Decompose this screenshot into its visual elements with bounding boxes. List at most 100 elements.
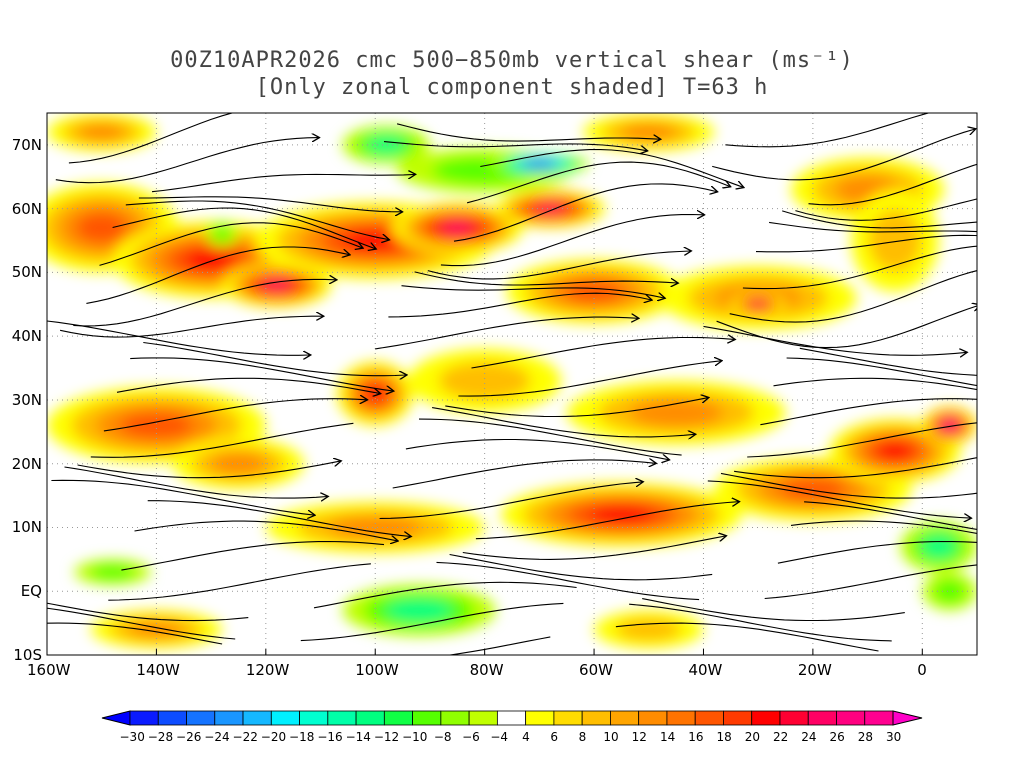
colorbar-swatch <box>836 710 866 726</box>
shear-contour-fill <box>328 516 423 539</box>
streamline <box>103 399 367 432</box>
colorbar-swatch <box>496 710 527 726</box>
streamline <box>99 222 363 266</box>
streamline <box>436 561 700 601</box>
lat-lon-grid <box>47 113 977 655</box>
streamline <box>440 215 704 267</box>
streamline <box>77 461 341 479</box>
colorbar-label: 18 <box>716 730 732 744</box>
shear-contour-fill <box>210 452 267 475</box>
shear-contour-fill <box>438 361 531 400</box>
streamline <box>121 540 385 571</box>
streamline <box>755 234 977 253</box>
streamline <box>401 285 665 298</box>
lon-label: 140W <box>136 661 180 679</box>
colorbar <box>101 710 923 726</box>
shear-contour-fill <box>442 221 473 234</box>
shear-contour-fill <box>367 136 405 154</box>
streamline <box>804 501 977 530</box>
colorbar-label: −28 <box>147 730 174 744</box>
streamline <box>747 422 977 458</box>
colorbar-swatch <box>412 710 442 726</box>
colorbar-swatch <box>299 710 329 726</box>
colorbar-swatch <box>468 710 498 726</box>
lon-label: 80W <box>469 661 504 679</box>
streamline <box>59 316 323 338</box>
streamline <box>642 598 905 622</box>
shear-contour-fill <box>386 599 452 622</box>
colorbar-label: −22 <box>232 730 258 744</box>
colorbar-label: −18 <box>289 730 315 744</box>
lon-label: 20W <box>797 661 832 679</box>
streamline <box>418 418 682 456</box>
streamline <box>458 361 721 397</box>
colorbar-swatch <box>214 710 244 726</box>
streamline <box>729 270 977 323</box>
streamline <box>720 472 977 499</box>
streamline <box>712 129 975 181</box>
streamline <box>64 466 328 498</box>
colorbar-label: 4 <box>522 730 530 744</box>
shear-contour-fill <box>119 412 193 439</box>
streamline <box>396 123 660 141</box>
lon-label: 60W <box>579 661 613 679</box>
colorbar-label: 10 <box>603 730 619 744</box>
streamline <box>795 198 977 221</box>
streamline <box>51 479 314 515</box>
streamline <box>462 536 726 560</box>
shear-contour-fill <box>620 123 677 141</box>
streamline <box>790 520 977 534</box>
streamline <box>725 113 931 148</box>
lat-label: EQ <box>20 582 42 601</box>
colorbar-label: 8 <box>578 730 587 744</box>
colorbar-label: −26 <box>176 730 202 744</box>
streamline <box>47 607 236 640</box>
streamline <box>47 320 310 355</box>
lat-label: 60N <box>11 199 42 218</box>
colorbar-label: 28 <box>857 730 874 744</box>
colorbar-swatch <box>525 710 555 726</box>
streamline <box>108 563 371 601</box>
streamline <box>414 271 678 285</box>
lat-label: 10S <box>13 646 42 664</box>
colorbar-swatch <box>694 710 724 726</box>
lon-label: 100W <box>355 661 399 679</box>
colorbar-swatch <box>864 710 894 726</box>
shear-contour-fill <box>529 161 550 167</box>
streamline <box>90 422 354 458</box>
streamline <box>134 520 398 541</box>
lat-label: 10N <box>11 518 42 537</box>
colorbar-swatch <box>807 710 837 726</box>
colorbar-swatch <box>723 710 753 726</box>
colorbar-swatch <box>129 710 159 726</box>
streamline <box>112 207 376 249</box>
streamline <box>777 540 977 564</box>
streamline <box>300 602 564 642</box>
colorbar-swatch <box>553 710 583 726</box>
shear-contour-fill <box>615 618 682 641</box>
map-title-line1: 00Z10APR2026 cmc 500−850mb vertical shea… <box>170 48 854 73</box>
streamline <box>143 341 406 376</box>
colorbar-swatch <box>355 710 385 726</box>
streamline <box>786 357 977 387</box>
streamline <box>764 564 977 600</box>
colorbar-label: 20 <box>744 730 760 744</box>
colorbar-swatch <box>270 710 300 726</box>
streamline <box>383 141 647 151</box>
shear-contour-fill <box>629 399 724 427</box>
streamline <box>405 438 669 460</box>
colorbar-label: −16 <box>317 730 343 744</box>
streamline <box>138 196 402 212</box>
shear-contour-fill <box>89 564 136 580</box>
shear-contour-fill <box>751 301 765 308</box>
streamline <box>287 636 551 655</box>
streamline <box>86 246 349 304</box>
colorbar-under-arrow <box>101 710 131 726</box>
shear-contour-fill <box>212 226 232 242</box>
streamline <box>734 457 977 479</box>
colorbar-label: 16 <box>688 730 704 744</box>
streamline <box>466 161 730 204</box>
lat-label: 40N <box>11 327 42 346</box>
streamline <box>471 338 735 369</box>
